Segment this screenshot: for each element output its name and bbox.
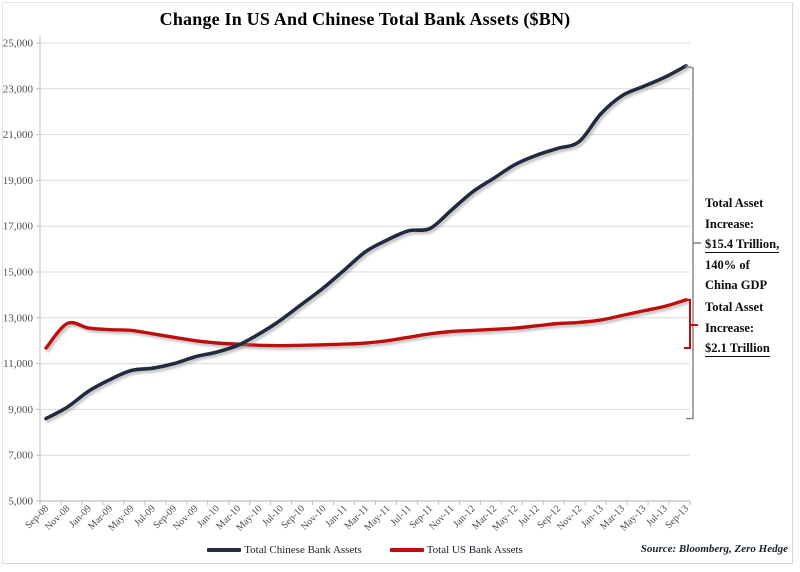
y-axis-label: 17,000 [3,221,34,233]
annotation-line: Total Asset [705,196,764,210]
bracket-us-increase [684,298,698,349]
annotation-line: 140% of [705,257,750,272]
y-axis-label: 7,000 [8,450,33,462]
y-axis-label: 5,000 [8,496,33,508]
y-axis-label: 13,000 [3,312,34,324]
series-line-chinese [44,64,688,421]
source-note: Source: Bloomberg, Zero Hedge [640,543,788,555]
chart-title: Change In US And Chinese Total Bank Asse… [159,9,571,29]
annotation-us-increase: Total Asset Increase: $2.1 Trillion [705,297,797,359]
annotation-line: China GDP [705,278,768,292]
legend-item-chinese: Total Chinese Bank Assets [207,544,362,556]
annotation-line: Increase: [705,320,755,335]
annotation-line: Total Asset [705,300,764,314]
bracket-china-increase [684,65,701,420]
y-axis-label: 21,000 [3,129,34,141]
y-axis-label: 23,000 [3,83,34,95]
y-axis-label: 11,000 [3,358,33,370]
annotation-line-underlined: $15.4 Trillion, [705,237,780,253]
annotation-line: Increase: [705,216,755,231]
series-line-us [44,298,688,350]
legend-swatch-us-line [389,548,424,552]
y-axis-label: 25,000 [3,38,34,50]
y-axis-label: 19,000 [3,175,34,187]
legend-item-us: Total US Bank Assets [389,544,523,556]
annotation-china-increase: Total Asset Increase: $15.4 Trillion, 14… [705,193,797,296]
chart-legend: Total Chinese Bank Assets Total US Bank … [40,541,690,559]
y-axis-label: 9,000 [8,404,33,416]
legend-label: Total US Bank Assets [426,544,523,556]
x-axis-label: Sep-13 [663,503,691,531]
legend-swatch-chinese-line [207,548,242,552]
y-axis-label: 15,000 [3,267,34,279]
annotation-line-underlined: $2.1 Trillion [705,341,770,357]
legend-label: Total Chinese Bank Assets [244,544,362,556]
